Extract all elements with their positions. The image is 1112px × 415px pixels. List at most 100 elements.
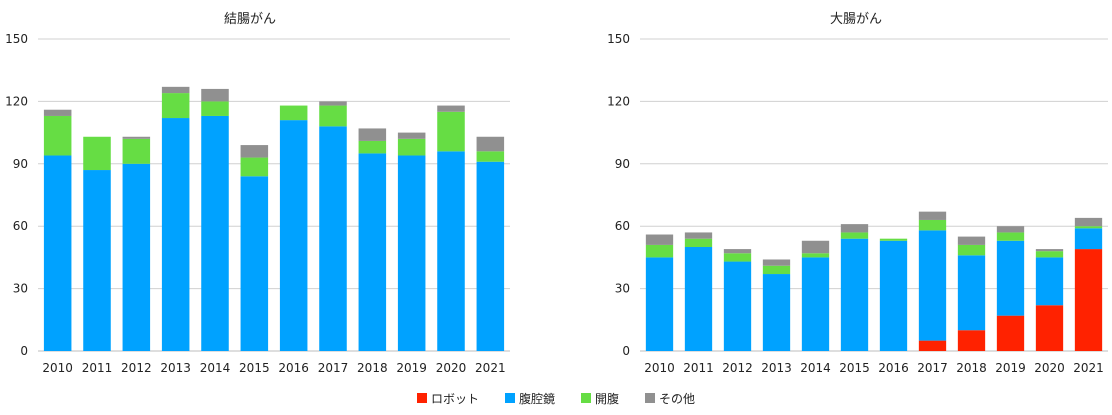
y-tick-label: 90	[615, 157, 630, 171]
bar-laparoscopic-2015	[240, 176, 269, 351]
bar-open-2020	[1035, 251, 1064, 258]
bar-open-2017	[319, 105, 347, 127]
x-tick-label: 2012	[722, 361, 753, 375]
bar-other-2020	[1035, 249, 1064, 252]
x-tick-label: 2017	[318, 361, 349, 375]
bar-laparoscopic-2013	[762, 274, 791, 351]
bar-other-2015	[840, 224, 869, 233]
y-tick-label: 120	[5, 94, 28, 108]
legend-swatch	[645, 393, 656, 403]
x-tick-label: 2021	[1073, 361, 1104, 375]
legend-item-laparoscopic: 腹腔鏡	[504, 390, 555, 407]
bar-laparoscopic-2011	[83, 170, 111, 351]
bar-laparoscopic-2021	[1074, 228, 1103, 250]
bar-open-2013	[762, 265, 791, 275]
bar-laparoscopic-2015	[840, 238, 869, 351]
x-tick-label: 2014	[200, 361, 231, 375]
bar-laparoscopic-2018	[957, 255, 986, 331]
chart-1: 結腸がん 0 30 60 90 120 150 2010 2011 2012 2013 2014 201…	[5, 12, 510, 375]
bar-open-2020	[437, 111, 465, 152]
legend-label: ロボット	[430, 391, 479, 406]
bar-other-2020	[437, 105, 465, 112]
x-tick-label: 2019	[396, 361, 427, 375]
y-tick-label: 60	[615, 219, 630, 233]
bar-other-2017	[319, 101, 347, 106]
legend-item-open: 開腹	[581, 390, 619, 407]
bar-other-2010	[43, 109, 72, 116]
bar-open-2013	[161, 93, 190, 119]
bar-laparoscopic-2020	[437, 151, 465, 351]
bar-laparoscopic-2010	[645, 257, 674, 351]
y-tick-label: 0	[20, 344, 28, 358]
bar-open-2016	[279, 105, 308, 121]
bar-robot-2021	[1074, 249, 1103, 351]
x-tick-label: 2015	[239, 361, 270, 375]
bar-open-2012	[122, 138, 151, 164]
bar-other-2018	[358, 128, 387, 141]
y-tick-label: 120	[607, 94, 630, 108]
x-tick-label: 2017	[917, 361, 948, 375]
bar-other-2019	[996, 226, 1025, 233]
x-tick-label: 2010	[42, 361, 73, 375]
legend-label: 開腹	[595, 391, 620, 406]
bar-open-2014	[801, 253, 830, 258]
bar-other-2019	[397, 132, 426, 139]
bar-robot-2020	[1035, 305, 1064, 351]
bar-other-2015	[240, 145, 269, 158]
bar-other-2013	[762, 259, 791, 266]
bar-robot-2018	[957, 330, 986, 351]
bar-open-2018	[957, 244, 986, 256]
x-tick-label: 2012	[121, 361, 152, 375]
bar-robot-2017	[918, 340, 947, 351]
bar-laparoscopic-2012	[122, 163, 151, 351]
bar-open-2021	[1074, 226, 1103, 229]
legend-label: その他	[659, 391, 696, 406]
x-tick-label: 2021	[475, 361, 506, 375]
bar-laparoscopic-2016	[879, 240, 908, 351]
y-tick-label: 90	[13, 157, 28, 171]
bar-laparoscopic-2013	[161, 118, 190, 351]
x-tick-label: 2014	[800, 361, 831, 375]
bar-laparoscopic-2020	[1035, 257, 1064, 306]
bar-laparoscopic-2014	[201, 115, 229, 352]
x-tick-label: 2011	[82, 361, 113, 375]
x-tick-label: 2013	[761, 361, 792, 375]
x-tick-label: 2018	[956, 361, 987, 375]
bar-open-2016	[879, 238, 908, 241]
x-tick-label: 2013	[160, 361, 191, 375]
bar-other-2014	[201, 88, 229, 102]
bar-open-2012	[723, 253, 752, 262]
x-tick-label: 2015	[839, 361, 870, 375]
bar-robot-2019	[996, 315, 1025, 351]
bar-other-2018	[957, 236, 986, 245]
chart-2: 大腸がん 0 30 60 90 120 150 2010 2011 2012 2013 2014 201…	[607, 12, 1108, 375]
bar-laparoscopic-2018	[358, 153, 387, 351]
bar-laparoscopic-2016	[279, 120, 308, 352]
bar-other-2012	[122, 136, 151, 139]
legend: ロボット 腹腔鏡 開腹 その他	[0, 388, 1112, 408]
bar-other-2021	[476, 136, 505, 152]
bar-other-2013	[161, 86, 190, 94]
bar-open-2011	[83, 136, 111, 171]
bar-open-2015	[840, 232, 869, 239]
x-tick-label: 2011	[683, 361, 714, 375]
legend-swatch	[581, 393, 591, 403]
bar-open-2011	[684, 238, 713, 247]
x-tick-label: 2020	[1034, 361, 1065, 375]
bar-laparoscopic-2021	[476, 161, 505, 351]
x-tick-label: 2018	[357, 361, 388, 375]
bar-other-2017	[918, 211, 947, 220]
legend-item-other: その他	[645, 390, 695, 407]
bar-open-2015	[240, 157, 269, 177]
bar-open-2010	[43, 115, 72, 156]
legend-swatch	[504, 393, 515, 403]
bar-laparoscopic-2011	[684, 247, 713, 351]
y-tick-label: 30	[13, 282, 28, 296]
legend-swatch	[416, 393, 427, 403]
y-tick-label: 150	[607, 32, 630, 46]
bar-other-2010	[645, 234, 674, 245]
bar-laparoscopic-2010	[43, 155, 72, 351]
legend-label: 腹腔鏡	[518, 391, 555, 406]
bar-laparoscopic-2017	[319, 126, 347, 351]
chart-title: 結腸がん	[224, 12, 276, 27]
